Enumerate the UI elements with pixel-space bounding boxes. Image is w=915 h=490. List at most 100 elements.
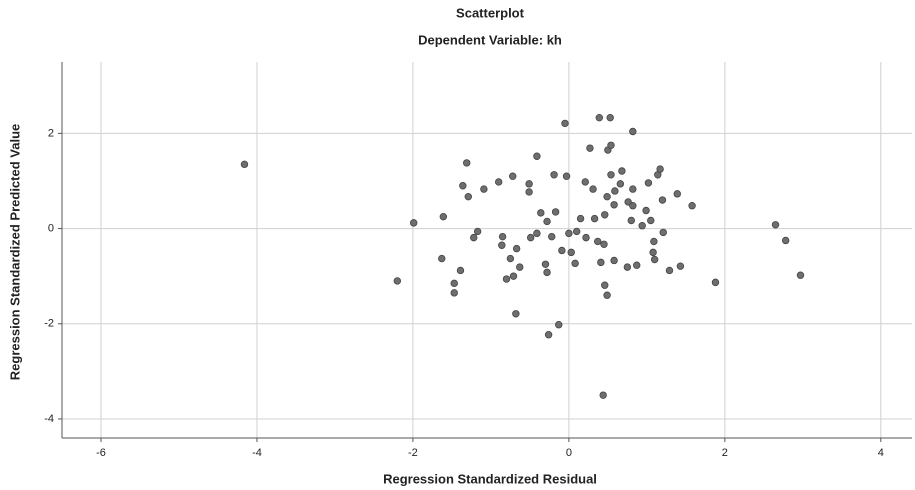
- y-axis-title: Regression Standardized Predicted Value: [7, 124, 22, 380]
- point: [537, 209, 545, 217]
- point: [463, 159, 471, 167]
- point: [642, 206, 650, 215]
- point: [525, 188, 533, 196]
- point: [571, 259, 579, 268]
- x-tick-label: 2: [722, 447, 728, 459]
- point: [576, 214, 585, 223]
- point: [543, 268, 551, 277]
- point: [711, 278, 720, 287]
- point: [450, 279, 458, 288]
- point: [572, 227, 581, 236]
- point: [624, 198, 632, 206]
- point: [600, 240, 608, 248]
- point: [240, 160, 249, 169]
- point: [498, 241, 506, 249]
- point: [562, 172, 571, 180]
- point: [644, 179, 653, 187]
- point: [610, 201, 618, 209]
- point: [548, 232, 556, 241]
- point: [665, 266, 674, 275]
- point: [561, 119, 569, 128]
- point: [512, 244, 521, 253]
- point: [526, 233, 535, 242]
- point: [533, 152, 541, 160]
- point: [438, 254, 446, 263]
- point: [649, 248, 657, 257]
- point: [611, 187, 619, 195]
- x-tick-label: -4: [252, 447, 262, 459]
- point: [494, 178, 503, 186]
- chart-subtitle: Dependent Variable: kh: [418, 32, 562, 47]
- point: [509, 272, 518, 280]
- y-tick-label: 2: [48, 127, 54, 139]
- point: [543, 217, 551, 226]
- point: [616, 180, 625, 188]
- point: [525, 180, 533, 188]
- point: [658, 196, 667, 204]
- x-tick-label: -6: [96, 447, 106, 459]
- point: [659, 228, 667, 237]
- point: [597, 258, 605, 267]
- point: [610, 256, 618, 265]
- y-tick-label: -2: [44, 318, 54, 330]
- point: [473, 227, 482, 236]
- point: [567, 248, 575, 257]
- point: [688, 202, 696, 210]
- point: [544, 331, 553, 339]
- point: [506, 254, 515, 263]
- point: [555, 321, 563, 329]
- point: [629, 185, 637, 193]
- point: [590, 214, 599, 223]
- point: [781, 236, 790, 245]
- x-tick-label: 4: [878, 447, 884, 459]
- point: [565, 229, 573, 238]
- y-tick-label: -4: [44, 413, 54, 425]
- point: [533, 229, 541, 238]
- point: [464, 192, 472, 201]
- point: [586, 144, 594, 152]
- point: [409, 219, 418, 227]
- point: [618, 167, 626, 175]
- point: [673, 190, 681, 198]
- point: [623, 263, 632, 271]
- point: [393, 277, 402, 285]
- point: [450, 289, 458, 297]
- point: [456, 266, 465, 275]
- point: [676, 262, 685, 270]
- point: [771, 221, 780, 229]
- point: [603, 192, 611, 201]
- point: [607, 171, 615, 179]
- point: [638, 222, 646, 230]
- point: [581, 178, 589, 186]
- point: [550, 171, 558, 179]
- point: [470, 233, 478, 242]
- point: [796, 271, 805, 279]
- point: [601, 281, 609, 289]
- point: [582, 233, 590, 242]
- point: [541, 260, 550, 268]
- point: [650, 237, 658, 246]
- point: [607, 141, 615, 149]
- point: [498, 232, 507, 241]
- point: [551, 208, 560, 216]
- point: [589, 185, 597, 193]
- point: [627, 216, 635, 225]
- point: [603, 291, 611, 299]
- x-axis-title: Regression Standardized Residual: [383, 471, 597, 486]
- point: [633, 261, 641, 269]
- point: [647, 216, 655, 225]
- chart-title: Scatterplot: [456, 5, 525, 20]
- point: [459, 182, 467, 190]
- point: [480, 185, 488, 193]
- x-tick-label: 0: [566, 447, 572, 459]
- point: [516, 263, 524, 271]
- point: [629, 127, 637, 136]
- point: [502, 275, 511, 283]
- point: [558, 246, 566, 255]
- x-tick-label: -2: [408, 447, 418, 459]
- point: [512, 310, 520, 318]
- point: [606, 113, 614, 122]
- y-tick-label: 0: [48, 222, 54, 234]
- point: [595, 113, 603, 122]
